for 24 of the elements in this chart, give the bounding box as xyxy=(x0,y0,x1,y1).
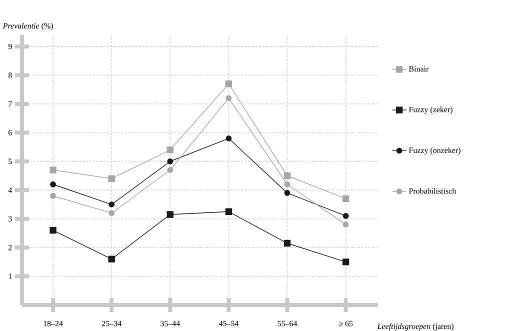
point xyxy=(225,80,232,88)
point xyxy=(108,175,115,182)
point xyxy=(284,172,291,180)
point xyxy=(342,258,350,266)
point xyxy=(284,181,290,188)
point xyxy=(284,240,291,247)
point xyxy=(50,192,56,199)
point xyxy=(50,166,56,174)
point xyxy=(226,135,232,142)
point xyxy=(167,158,174,164)
point xyxy=(284,190,290,196)
point xyxy=(342,195,350,202)
point xyxy=(225,208,232,215)
point xyxy=(108,210,115,216)
point xyxy=(50,226,56,234)
point xyxy=(50,181,56,188)
point xyxy=(342,222,349,228)
point xyxy=(167,167,174,173)
point xyxy=(108,202,115,208)
point xyxy=(342,213,349,219)
point xyxy=(108,256,115,262)
point xyxy=(166,146,174,154)
point xyxy=(166,211,174,218)
point xyxy=(226,95,232,102)
